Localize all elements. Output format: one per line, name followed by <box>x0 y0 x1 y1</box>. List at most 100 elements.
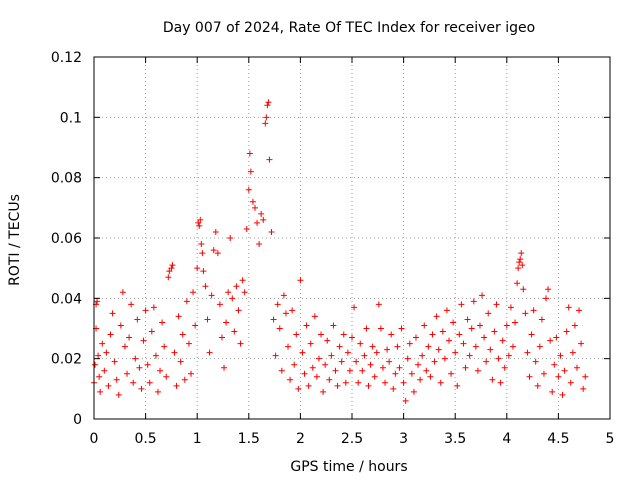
data-point <box>265 99 272 106</box>
data-point <box>171 349 178 356</box>
data-point <box>580 385 587 392</box>
data-point <box>524 349 531 356</box>
data-point <box>507 304 514 311</box>
data-point <box>208 292 215 299</box>
data-point <box>425 343 432 350</box>
data-point <box>270 316 277 323</box>
data-point <box>282 310 289 317</box>
data-point <box>392 370 399 377</box>
data-point <box>132 355 139 362</box>
data-point <box>470 298 477 305</box>
data-point <box>448 370 455 377</box>
data-point <box>303 322 310 329</box>
data-point <box>400 379 407 386</box>
data-point <box>210 247 217 254</box>
data-point <box>522 310 529 317</box>
data-point <box>330 322 337 329</box>
data-point <box>159 319 166 326</box>
data-point <box>349 334 355 341</box>
data-point <box>301 370 308 377</box>
data-point <box>495 355 502 362</box>
data-point <box>423 367 430 374</box>
y-axis-label: ROTI / TECUs <box>7 194 23 286</box>
data-point <box>551 361 558 368</box>
data-point <box>468 325 475 332</box>
data-point <box>545 286 552 293</box>
data-point <box>130 379 137 386</box>
data-point <box>254 219 261 226</box>
x-tick-label: 1 <box>193 431 202 447</box>
data-point <box>351 304 358 311</box>
data-point <box>443 307 450 314</box>
data-point <box>563 328 570 335</box>
data-point <box>109 310 116 317</box>
data-point <box>501 364 508 371</box>
data-point <box>136 364 143 371</box>
data-point <box>221 364 228 371</box>
data-point <box>553 334 560 341</box>
data-point <box>410 388 417 395</box>
x-tick-label: 4 <box>502 431 511 447</box>
data-point <box>518 250 525 257</box>
data-point <box>192 322 199 329</box>
data-point <box>262 120 269 127</box>
data-point <box>431 358 438 365</box>
data-point <box>196 222 203 229</box>
data-point <box>569 349 576 356</box>
data-point <box>322 361 329 368</box>
data-point <box>402 397 409 404</box>
data-point <box>499 337 506 344</box>
axis-ticks <box>93 56 611 420</box>
data-point <box>394 343 401 350</box>
data-point <box>140 337 147 344</box>
data-point <box>406 340 413 347</box>
data-point <box>421 322 428 329</box>
data-point <box>332 367 339 374</box>
data-point <box>169 262 176 269</box>
data-point <box>573 364 580 371</box>
data-point <box>361 352 368 359</box>
data-point <box>363 325 370 332</box>
data-point <box>144 361 151 368</box>
data-point <box>235 307 242 314</box>
x-tick-labels: 0 0.5 1 1.5 2 2.5 3 3.5 4 4.5 5 <box>90 431 615 447</box>
data-point <box>95 352 102 359</box>
data-point <box>142 307 149 314</box>
data-point <box>433 313 440 320</box>
data-point <box>263 114 270 121</box>
data-point <box>313 373 320 380</box>
data-point <box>567 379 574 386</box>
data-point <box>190 289 197 296</box>
data-point <box>357 340 364 347</box>
data-point <box>272 352 279 359</box>
data-point <box>166 268 173 275</box>
data-point <box>561 367 568 374</box>
data-point <box>94 298 101 305</box>
data-point <box>199 250 206 257</box>
data-point <box>571 322 578 329</box>
data-point <box>375 301 382 308</box>
y-tick-label: 0.04 <box>51 291 82 307</box>
data-point <box>377 325 384 332</box>
data-point <box>483 358 490 365</box>
data-point <box>528 331 535 338</box>
y-tick-label: 0.08 <box>51 171 82 187</box>
data-point <box>305 382 312 389</box>
data-point <box>264 102 271 109</box>
data-point <box>280 292 287 299</box>
data-point <box>384 346 391 353</box>
data-point <box>514 280 521 287</box>
data-point <box>578 340 585 347</box>
y-tick-label: 0.12 <box>51 50 82 66</box>
y-tick-labels: 0 0.02 0.04 0.06 0.08 0.1 0.12 <box>51 50 82 428</box>
data-point <box>435 346 442 353</box>
data-point <box>538 316 545 323</box>
data-point <box>540 370 547 377</box>
data-point <box>115 391 122 398</box>
data-point <box>225 289 232 296</box>
data-point <box>517 256 524 263</box>
data-point <box>536 343 543 350</box>
data-point <box>152 352 159 359</box>
data-point <box>462 364 469 371</box>
data-point <box>515 265 522 272</box>
